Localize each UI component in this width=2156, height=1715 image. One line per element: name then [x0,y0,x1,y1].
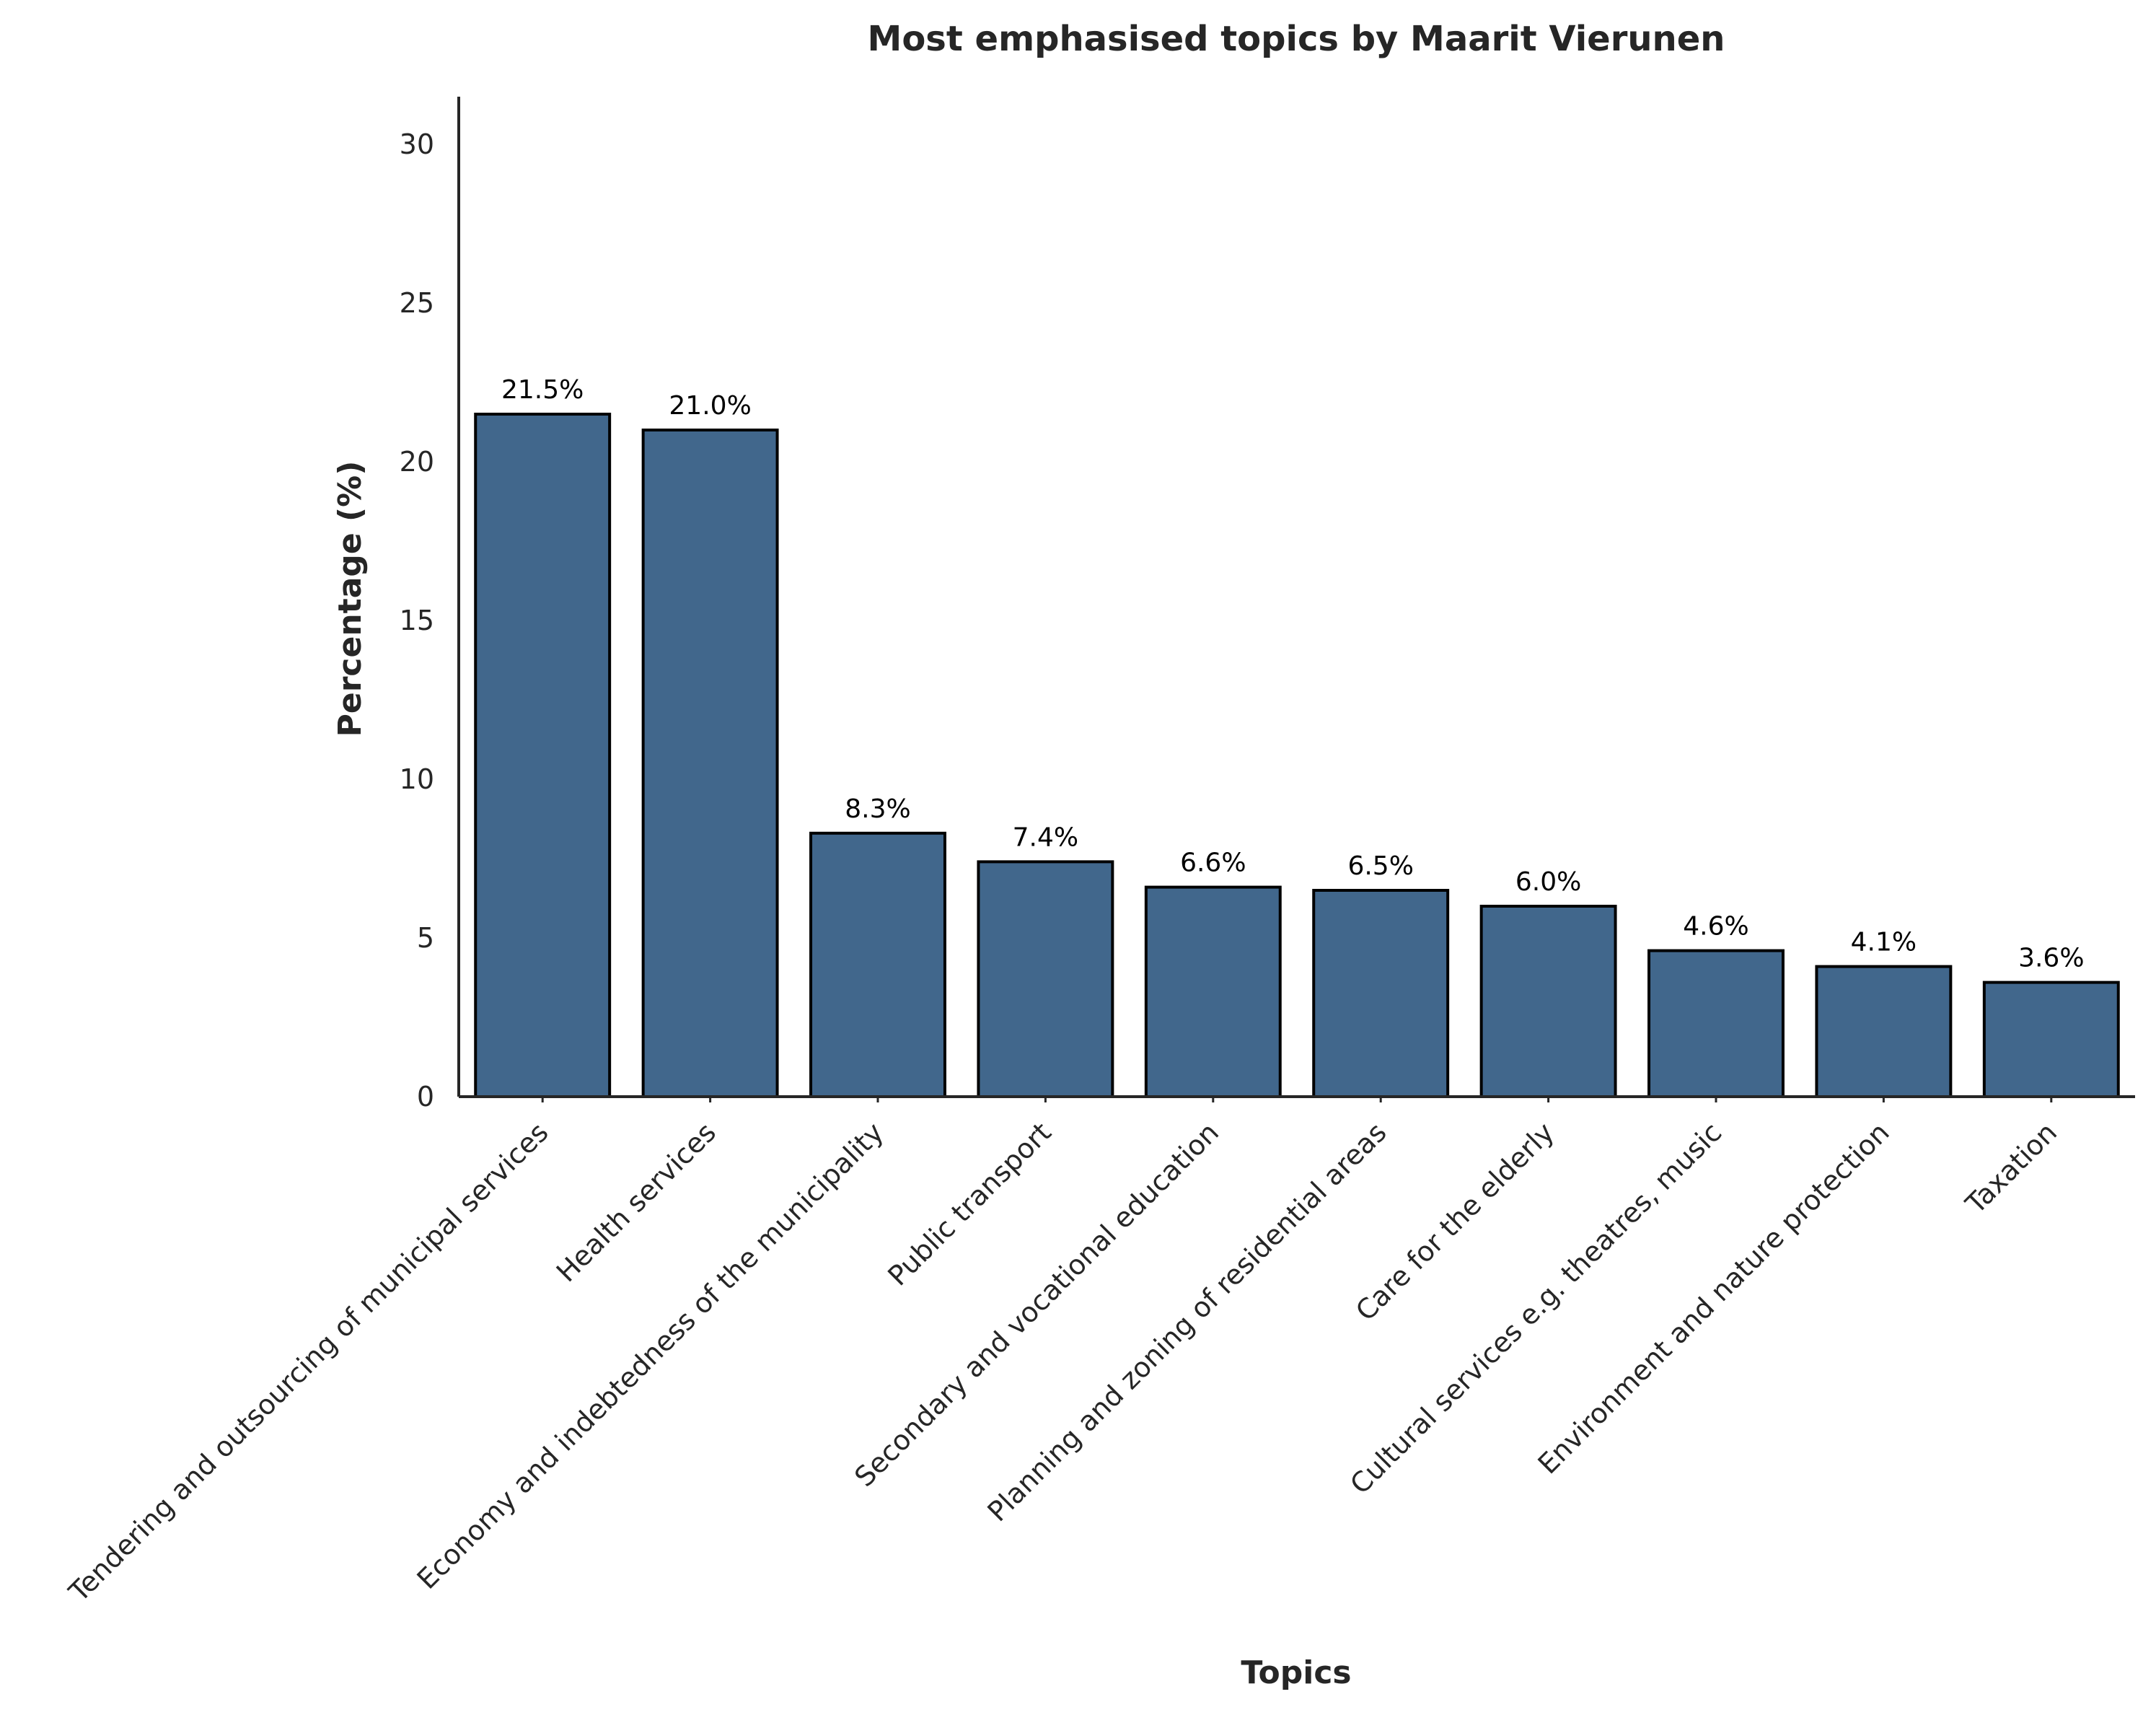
bar-value-label: 8.3% [845,794,910,824]
bar-value-label: 6.5% [1347,851,1413,881]
y-tick-label: 25 [400,287,434,319]
bar [1144,885,1282,1098]
bar-value-label: 6.6% [1180,848,1246,878]
bar-value-label: 6.0% [1515,867,1581,897]
bars-group [474,413,2120,1099]
y-tick-label: 10 [400,763,434,795]
x-axis-label: Topics [1241,1654,1351,1691]
bar [641,429,779,1098]
bar [809,831,946,1099]
bar [977,860,1114,1099]
value-labels-group: 21.5% 21.0% 8.3% 7.4% 6.6% 6.5% 6.0% 4.6% 4.1% 3.… [501,375,2085,973]
y-tick-label: 15 [400,605,434,636]
bar-value-label: 4.6% [1683,912,1748,942]
y-tick-label: 20 [400,446,434,478]
bar-value-label: 21.5% [501,375,584,405]
bar [1312,889,1450,1098]
y-axis-ticks: 0 5 10 15 20 25 30 [400,128,434,1113]
bar-value-label: 3.6% [2018,944,2084,973]
bar [1647,949,1785,1098]
chart-title: Most emphasised topics by Maarit Vierune… [868,19,1725,59]
bar [1815,965,1953,1098]
y-tick-label: 30 [400,128,434,160]
y-tick-label: 0 [417,1081,434,1113]
bar-value-label: 21.0% [669,391,751,421]
y-axis-label: Percentage (%) [332,461,369,737]
bar [1982,981,2120,1098]
bar [474,413,612,1098]
bar-value-label: 4.1% [1851,928,1917,957]
y-tick-label: 5 [417,922,434,954]
bar [1479,905,1617,1098]
bar-value-label: 7.4% [1013,823,1078,852]
